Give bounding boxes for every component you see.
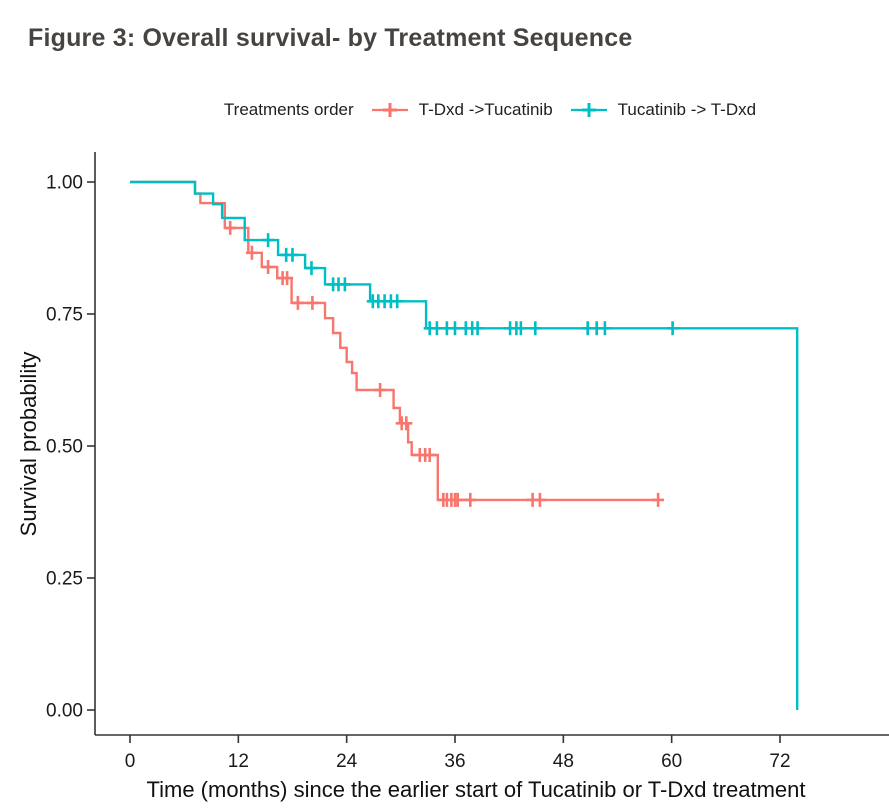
censor-marks-1 bbox=[262, 233, 679, 336]
censor-plus-key-icon bbox=[570, 103, 607, 117]
x-tick-label: 60 bbox=[661, 751, 682, 772]
x-axis-title: Time (months) since the earlier start of… bbox=[146, 777, 805, 802]
x-tick-label: 48 bbox=[553, 751, 574, 772]
y-tick-label: 1.00 bbox=[46, 173, 83, 194]
censor-marks-0 bbox=[224, 220, 665, 507]
y-tick-label: 0.25 bbox=[46, 569, 83, 590]
y-tick-label: 0.75 bbox=[46, 305, 83, 326]
y-axis-title: Survival probability bbox=[16, 352, 41, 537]
x-tick-label: 24 bbox=[336, 751, 358, 772]
figure-title: Figure 3: Overall survival- by Treatment… bbox=[28, 24, 633, 52]
y-tick-label: 0.50 bbox=[46, 437, 83, 458]
x-tick-label: 72 bbox=[769, 751, 790, 772]
legend-entry-tdxd-first: T-Dxd ->Tucatinib bbox=[370, 100, 553, 120]
x-tick-label: 12 bbox=[228, 751, 249, 772]
censor-plus-key-icon bbox=[371, 103, 408, 117]
legend-entry-tucatinib-first: Tucatinib -> T-Dxd bbox=[569, 100, 756, 120]
survival-curve-1 bbox=[130, 180, 799, 710]
legend-entry-label: T-Dxd ->Tucatinib bbox=[418, 100, 553, 119]
legend-entry-label: Tucatinib -> T-Dxd bbox=[617, 100, 757, 119]
legend-title: Treatments order bbox=[223, 100, 354, 119]
x-tick-label: 0 bbox=[125, 751, 136, 772]
legend: Treatments order T-Dxd ->Tucatinib Tucat… bbox=[95, 100, 885, 120]
x-tick-label: 36 bbox=[444, 751, 465, 772]
y-tick-label: 0.00 bbox=[46, 701, 83, 722]
survival-curve-0 bbox=[130, 180, 659, 502]
